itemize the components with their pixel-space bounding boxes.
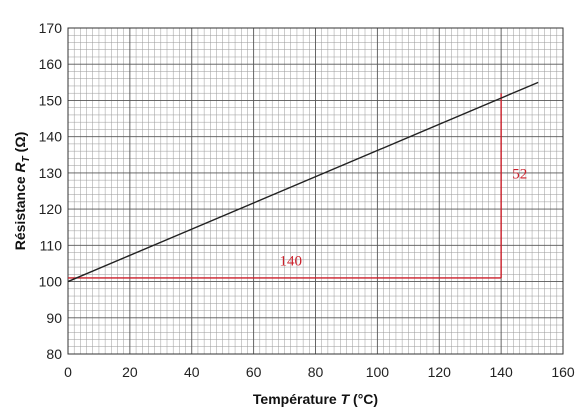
y-tick-label: 150 xyxy=(39,92,63,108)
x-tick-labels: 0 20 40 60 80 100 120 140 160 xyxy=(64,364,575,380)
series-line xyxy=(67,81,539,283)
x-tick-label: 0 xyxy=(64,364,72,380)
x-tick-label: 140 xyxy=(489,364,513,380)
plot-frame xyxy=(67,27,564,355)
y-tick-label: 90 xyxy=(46,310,62,326)
y-tick-label: 100 xyxy=(39,274,63,290)
series-group xyxy=(67,81,539,283)
y-tick-label: 170 xyxy=(39,20,63,36)
y-tick-label: 110 xyxy=(40,237,63,253)
y-tick-label: 130 xyxy=(39,165,63,181)
x-tick-label: 80 xyxy=(308,364,324,380)
y-tick-labels: 80 90 100 110 120 130 140 150 160 170 xyxy=(39,20,63,362)
y-axis-title: Résistance RT (Ω) xyxy=(12,132,32,251)
x-axis-title-part-2: (°C) xyxy=(349,391,378,407)
y-tick-label: 120 xyxy=(39,201,63,217)
x-tick-label: 100 xyxy=(366,364,390,380)
y-tick-label: 160 xyxy=(39,56,63,72)
x-tick-label: 20 xyxy=(122,364,138,380)
x-tick-label: 120 xyxy=(428,364,452,380)
annotation-label: 140 xyxy=(280,253,303,269)
x-tick-label: 160 xyxy=(551,364,575,380)
x-axis-title-part-1: T xyxy=(341,391,351,407)
x-axis-title-part-0: Température xyxy=(253,391,341,407)
x-tick-label: 40 xyxy=(184,364,200,380)
y-axis-title-prefix: Résistance xyxy=(12,172,28,250)
y-axis-title-variable: R xyxy=(12,161,28,172)
y-tick-label: 140 xyxy=(39,129,63,145)
y-tick-label: 80 xyxy=(46,346,62,362)
x-axis-title: Température T (°C) xyxy=(253,391,378,407)
annotation-label: 52 xyxy=(512,166,527,182)
y-axis-title-unit: (Ω) xyxy=(12,132,28,156)
x-tick-label: 60 xyxy=(246,364,262,380)
red-annotations: 140 52 xyxy=(68,93,527,279)
y-axis-title-subscript: T xyxy=(21,155,32,162)
